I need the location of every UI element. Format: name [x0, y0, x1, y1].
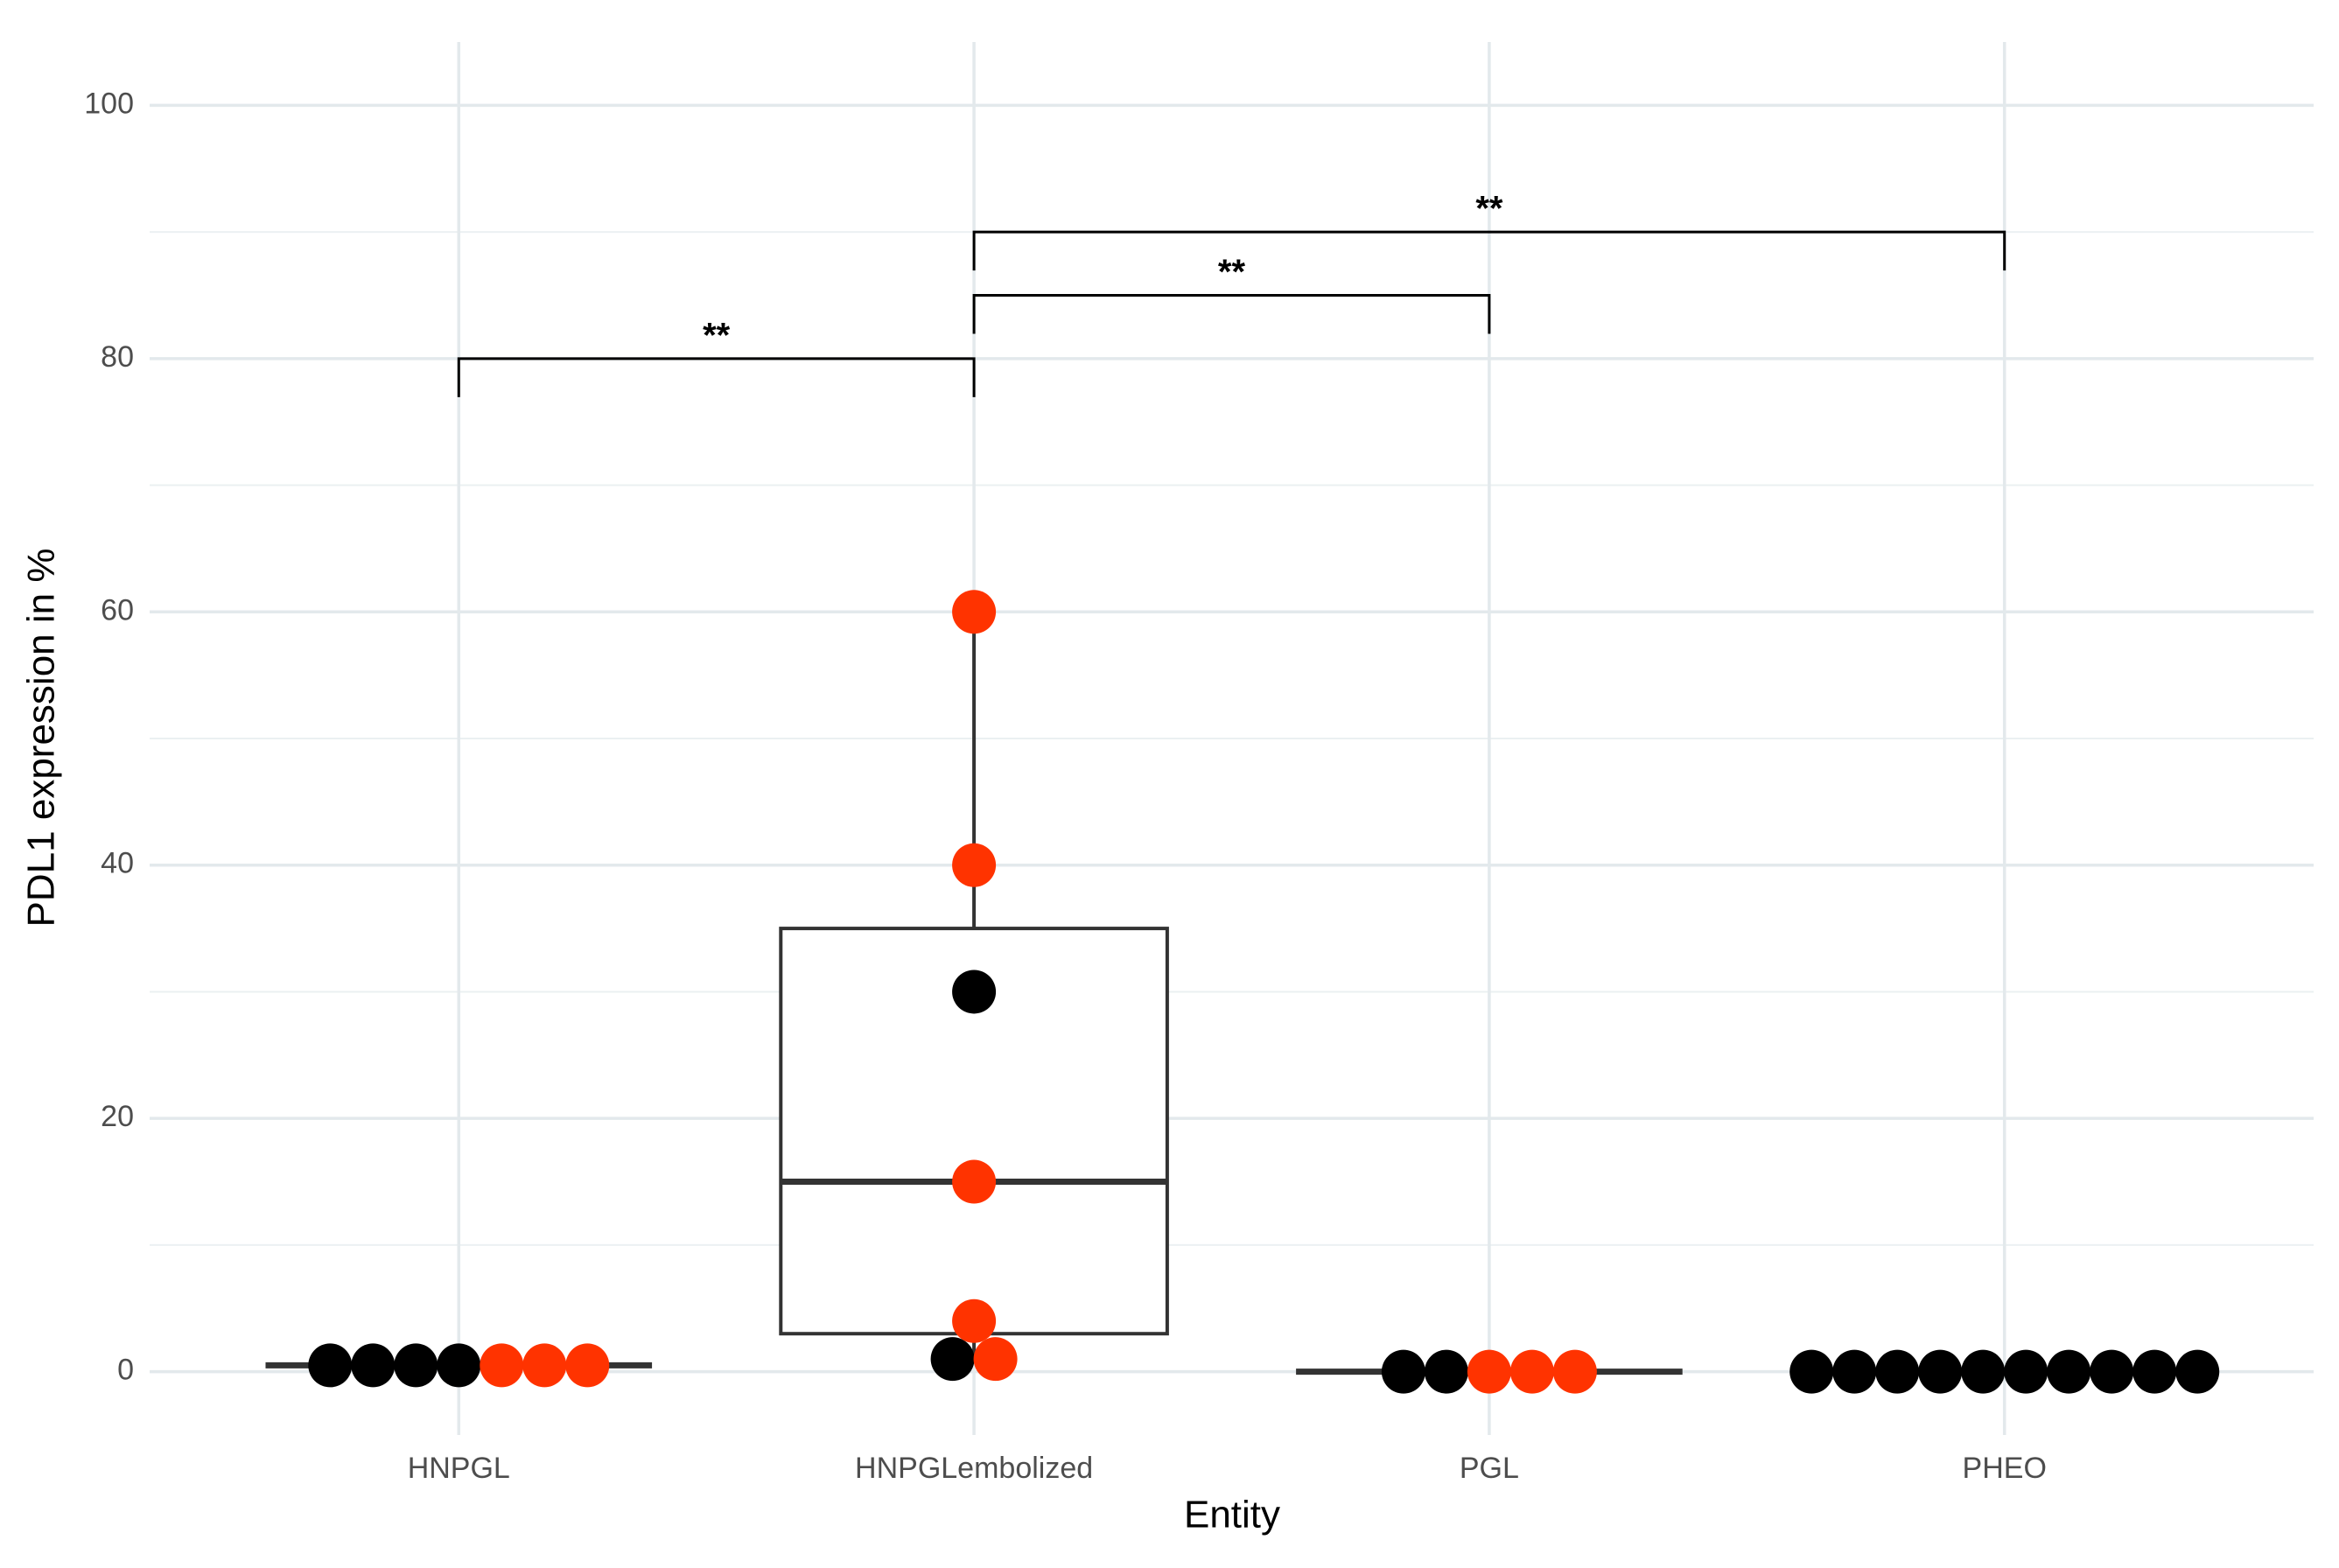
y-tick-label: 80 [101, 340, 134, 374]
y-tick-label: 100 [84, 87, 134, 120]
x-tick-label: PGL [1460, 1452, 1519, 1485]
significance-bracket [457, 357, 976, 397]
point [1552, 1349, 1597, 1394]
point [2132, 1349, 2177, 1394]
point [1918, 1349, 1963, 1394]
point [437, 1343, 481, 1388]
significance-bracket [972, 230, 2006, 271]
point [2090, 1349, 2134, 1394]
point [952, 1298, 997, 1343]
point [952, 970, 997, 1014]
point [1875, 1349, 1920, 1394]
point [1961, 1349, 2006, 1394]
point [1381, 1349, 1425, 1394]
point [480, 1343, 524, 1388]
point [930, 1337, 975, 1382]
point [952, 590, 997, 634]
point [565, 1343, 610, 1388]
significance-label: ** [703, 316, 731, 354]
significance-label: ** [1218, 253, 1246, 291]
point [351, 1343, 396, 1388]
x-tick-label: PHEO [1963, 1452, 2047, 1485]
point [1789, 1349, 1834, 1394]
point [1424, 1349, 1468, 1394]
significance-bracket [972, 293, 1491, 334]
point [522, 1343, 567, 1388]
significance-label: ** [1475, 190, 1503, 228]
point [2004, 1349, 2048, 1394]
point [2175, 1349, 2220, 1394]
y-tick-label: 60 [101, 593, 134, 626]
y-tick-label: 0 [117, 1354, 134, 1387]
point [1509, 1349, 1554, 1394]
point [2047, 1349, 2091, 1394]
x-tick-label: HNPGLembolized [855, 1452, 1093, 1485]
y-tick-label: 20 [101, 1100, 134, 1133]
point [394, 1343, 438, 1388]
point [973, 1337, 1018, 1382]
y-axis-title: PDL1 expression in % [20, 549, 63, 928]
point [952, 1159, 997, 1204]
point [1832, 1349, 1877, 1394]
x-tick-label: HNPGL [408, 1452, 510, 1485]
point [952, 843, 997, 887]
y-tick-label: 40 [101, 847, 134, 880]
point [308, 1343, 353, 1388]
x-axis-title: Entity [1184, 1494, 1280, 1536]
point [1467, 1349, 1511, 1394]
